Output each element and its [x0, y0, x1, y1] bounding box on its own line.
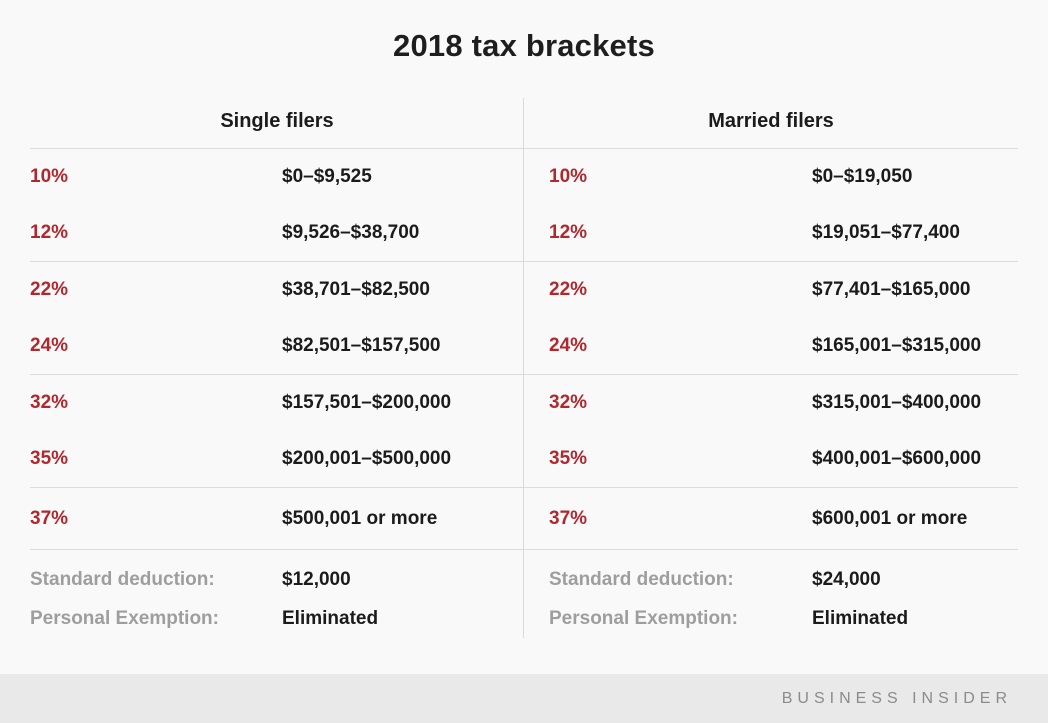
single-filers-column: Single filers 10% $0–$9,525 12% $9,526–$… — [0, 95, 524, 638]
tax-rate: 12% — [549, 222, 588, 243]
standard-deduction-row: Standard deduction: $24,000 — [524, 560, 1018, 599]
bracket-row: 24% $165,001–$315,000 — [524, 318, 1018, 374]
bracket-row: 32% $315,001–$400,000 — [524, 375, 1018, 431]
bracket-group: 37% $500,001 or more — [30, 488, 524, 550]
brand-bar: BUSINESS INSIDER — [0, 674, 1048, 723]
income-range: $165,001–$315,000 — [812, 335, 982, 356]
tax-rate: 32% — [549, 392, 588, 413]
income-range: $19,051–$77,400 — [812, 222, 960, 243]
bracket-group: 32% $157,501–$200,000 35% $200,001–$500,… — [30, 375, 524, 488]
deduction-footer: Standard deduction: $24,000 Personal Exe… — [524, 550, 1018, 638]
tax-rate: 24% — [549, 335, 588, 356]
personal-exemption-label: Personal Exemption: — [30, 607, 219, 629]
tax-rate: 37% — [30, 507, 69, 529]
bracket-row: 10% $0–$9,525 — [30, 149, 524, 205]
bracket-group: 37% $600,001 or more — [524, 488, 1018, 550]
bracket-group: 22% $38,701–$82,500 24% $82,501–$157,500 — [30, 262, 524, 375]
tax-rate: 37% — [549, 507, 588, 529]
personal-exemption-row: Personal Exemption: Eliminated — [30, 599, 524, 638]
bracket-row: 12% $19,051–$77,400 — [524, 205, 1018, 261]
income-range: $38,701–$82,500 — [282, 279, 430, 300]
income-range: $200,001–$500,000 — [282, 448, 452, 469]
tax-rate: 22% — [30, 279, 69, 300]
income-range: $315,001–$400,000 — [812, 392, 982, 413]
standard-deduction-value: $12,000 — [282, 568, 351, 590]
tax-bracket-table: Single filers 10% $0–$9,525 12% $9,526–$… — [0, 95, 1048, 638]
bracket-row: 22% $77,401–$165,000 — [524, 262, 1018, 318]
bracket-row: 37% $500,001 or more — [30, 488, 524, 549]
standard-deduction-value: $24,000 — [812, 568, 881, 590]
bracket-row: 12% $9,526–$38,700 — [30, 205, 524, 261]
tax-rate: 32% — [30, 392, 69, 413]
income-range: $400,001–$600,000 — [812, 448, 982, 469]
center-column-divider — [523, 98, 524, 638]
bracket-row: 10% $0–$19,050 — [524, 149, 1018, 205]
column-header-married: Married filers — [524, 95, 1018, 149]
bracket-group: 22% $77,401–$165,000 24% $165,001–$315,0… — [524, 262, 1018, 375]
tax-rate: 10% — [549, 166, 588, 187]
income-range: $9,526–$38,700 — [282, 222, 420, 243]
personal-exemption-row: Personal Exemption: Eliminated — [524, 599, 1018, 638]
tax-rate: 35% — [30, 448, 69, 469]
deduction-footer: Standard deduction: $12,000 Personal Exe… — [30, 550, 524, 638]
business-insider-logo: BUSINESS INSIDER — [781, 689, 1012, 707]
page-title: 2018 tax brackets — [393, 28, 655, 63]
income-range: $500,001 or more — [282, 507, 438, 529]
bracket-group: 32% $315,001–$400,000 35% $400,001–$600,… — [524, 375, 1018, 488]
bracket-row: 35% $400,001–$600,000 — [524, 431, 1018, 487]
standard-deduction-label: Standard deduction: — [30, 568, 215, 590]
personal-exemption-value: Eliminated — [812, 607, 909, 629]
tax-rate: 22% — [549, 279, 588, 300]
bracket-row: 32% $157,501–$200,000 — [30, 375, 524, 431]
bracket-group: 10% $0–$19,050 12% $19,051–$77,400 — [524, 149, 1018, 262]
bracket-row: 22% $38,701–$82,500 — [30, 262, 524, 318]
married-filers-column: Married filers 10% $0–$19,050 12% $19,05… — [524, 95, 1048, 638]
tax-rate: 12% — [30, 222, 69, 243]
bracket-row: 35% $200,001–$500,000 — [30, 431, 524, 487]
income-range: $600,001 or more — [812, 507, 968, 529]
standard-deduction-row: Standard deduction: $12,000 — [30, 560, 524, 599]
personal-exemption-label: Personal Exemption: — [549, 607, 738, 629]
bracket-row: 37% $600,001 or more — [524, 488, 1018, 549]
income-range: $82,501–$157,500 — [282, 335, 441, 356]
column-header-single: Single filers — [30, 95, 524, 149]
tax-rate: 24% — [30, 335, 69, 356]
standard-deduction-label: Standard deduction: — [549, 568, 734, 590]
income-range: $0–$9,525 — [282, 166, 372, 187]
bracket-group: 10% $0–$9,525 12% $9,526–$38,700 — [30, 149, 524, 262]
tax-rate: 10% — [30, 166, 69, 187]
income-range: $77,401–$165,000 — [812, 279, 971, 300]
tax-rate: 35% — [549, 448, 588, 469]
income-range: $157,501–$200,000 — [282, 392, 452, 413]
bracket-row: 24% $82,501–$157,500 — [30, 318, 524, 374]
personal-exemption-value: Eliminated — [282, 607, 379, 629]
income-range: $0–$19,050 — [812, 166, 913, 187]
